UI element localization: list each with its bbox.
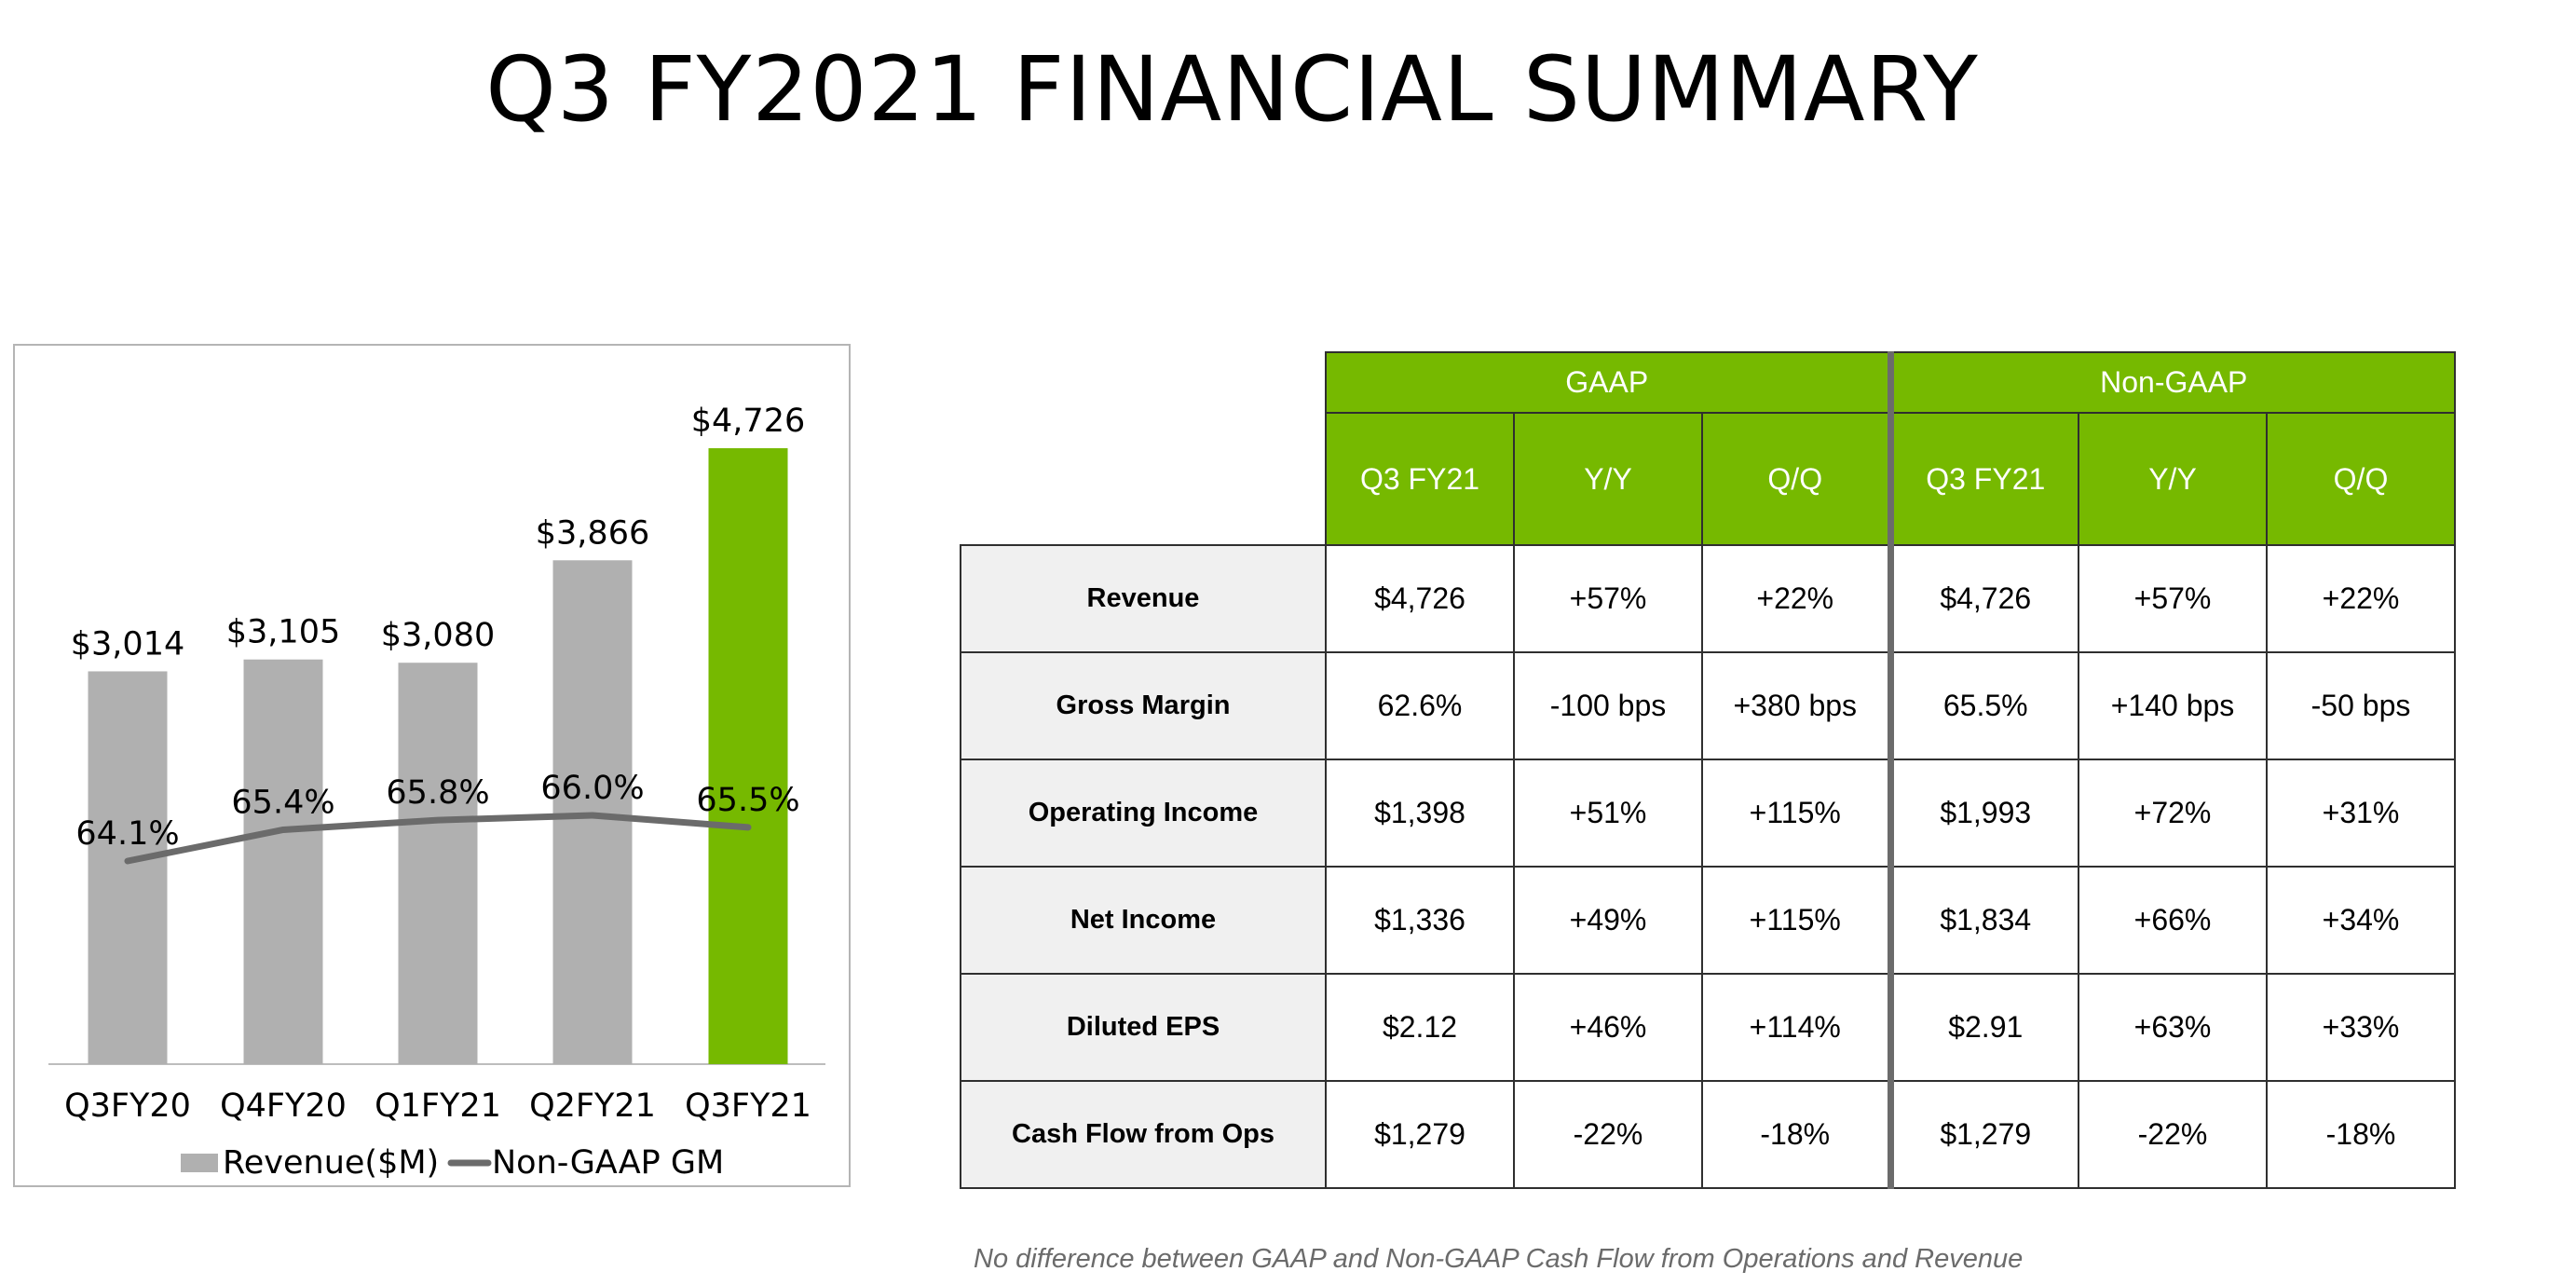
table-row: Gross Margin 62.6% -100 bps +380 bps 65.… <box>960 651 2456 760</box>
table-cell: +66% <box>2078 866 2268 975</box>
table-cell: +22% <box>2266 544 2456 653</box>
table-cell: +380 bps <box>1701 651 1891 760</box>
bar-value-label: $3,080 <box>381 617 495 654</box>
gm-value-label: 65.4% <box>231 784 334 821</box>
table-cell: $1,279 <box>1325 1080 1515 1189</box>
subheader-nongaap-yy: Y/Y <box>2078 412 2268 546</box>
table-cell: 65.5% <box>1887 651 2079 760</box>
table-cell: -22% <box>2078 1080 2268 1189</box>
table-row: Operating Income $1,398 +51% +115% $1,99… <box>960 759 2456 868</box>
x-tick-label: Q3FY20 <box>64 1087 191 1125</box>
table-cell: $1,398 <box>1325 759 1515 868</box>
table-row: Net Income $1,336 +49% +115% $1,834 +66%… <box>960 866 2456 975</box>
bar-value-label: $3,866 <box>536 514 649 552</box>
row-label: Cash Flow from Ops <box>960 1080 1327 1189</box>
gm-value-label: 66.0% <box>540 770 644 807</box>
table-cell: $1,336 <box>1325 866 1515 975</box>
table-cell: $1,279 <box>1887 1080 2079 1189</box>
row-label: Diluted EPS <box>960 973 1327 1082</box>
table-cell: -18% <box>1701 1080 1891 1189</box>
x-tick-label: Q2FY21 <box>529 1087 656 1125</box>
table-cell: +72% <box>2078 759 2268 868</box>
page-title: Q3 FY2021 FINANCIAL SUMMARY <box>485 37 1979 142</box>
bar-value-label: $3,014 <box>71 625 184 663</box>
table-cell: +115% <box>1701 759 1891 868</box>
revenue-bar <box>708 448 788 1064</box>
subheader-nongaap-q3: Q3 FY21 <box>1887 412 2079 546</box>
table-cell: -18% <box>2266 1080 2456 1189</box>
gm-value-label: 64.1% <box>75 815 179 853</box>
table-cell: +140 bps <box>2078 651 2268 760</box>
subheader-nongaap-qq: Q/Q <box>2266 412 2456 546</box>
table-cell: -100 bps <box>1513 651 1703 760</box>
table-cell: +33% <box>2266 973 2456 1082</box>
table-row: Diluted EPS $2.12 +46% +114% $2.91 +63% … <box>960 973 2456 1082</box>
chart-svg: $3,014 Q3FY20 $3,105 Q4FY20 $3,080 Q1FY21 $3,8… <box>48 403 825 1182</box>
table-cell: +49% <box>1513 866 1703 975</box>
table-cell: +114% <box>1701 973 1891 1082</box>
table-cell: -50 bps <box>2266 651 2456 760</box>
legend-label-revenue: Revenue($M) <box>223 1144 439 1182</box>
table-corner-2 <box>961 413 1326 545</box>
legend-swatch-revenue <box>181 1154 218 1172</box>
bar-value-label: $3,105 <box>226 614 340 651</box>
table-cell: +57% <box>2078 544 2268 653</box>
table-row: Cash Flow from Ops $1,279 -22% -18% $1,2… <box>960 1080 2456 1189</box>
revenue-chart: $3,014 Q3FY20 $3,105 Q4FY20 $3,080 Q1FY21 $3,8… <box>13 344 851 1187</box>
table-cell: $1,834 <box>1887 866 2079 975</box>
gm-line <box>124 812 752 865</box>
table-row: Revenue $4,726 +57% +22% $4,726 +57% +22… <box>960 544 2456 653</box>
table-cell: $4,726 <box>1325 544 1515 653</box>
gm-value-label: 65.5% <box>696 782 799 819</box>
table-cell: +115% <box>1701 866 1891 975</box>
table-cell: +57% <box>1513 544 1703 653</box>
financial-table: GAAP Non-GAAP Q3 FY21 Y/Y Q/Q Q3 FY21 Y/… <box>960 351 2456 1189</box>
table-cell: +34% <box>2266 866 2456 975</box>
table-cell: +46% <box>1513 973 1703 1082</box>
gm-value-label: 65.8% <box>386 774 489 812</box>
row-label: Gross Margin <box>960 651 1327 760</box>
x-tick-label: Q3FY21 <box>685 1087 811 1125</box>
bar-value-label: $4,726 <box>691 403 805 440</box>
group-header-non-gaap: Non-GAAP <box>1887 351 2456 414</box>
subheader-gaap-q3: Q3 FY21 <box>1325 412 1515 546</box>
footnote: No difference between GAAP and Non-GAAP … <box>974 1244 2024 1274</box>
row-label: Net Income <box>960 866 1327 975</box>
subheader-gaap-yy: Y/Y <box>1513 412 1703 546</box>
table-cell: $2.91 <box>1887 973 2079 1082</box>
revenue-bar <box>243 659 323 1064</box>
row-label: Operating Income <box>960 759 1327 868</box>
table-cell: $2.12 <box>1325 973 1515 1082</box>
row-label: Revenue <box>960 544 1327 653</box>
table-cell: -22% <box>1513 1080 1703 1189</box>
revenue-bar <box>398 663 478 1064</box>
table-cell: +63% <box>2078 973 2268 1082</box>
x-tick-label: Q4FY20 <box>220 1087 347 1125</box>
table-cell: $1,993 <box>1887 759 2079 868</box>
group-header-gaap: GAAP <box>1325 351 1891 414</box>
table-corner <box>961 352 1326 413</box>
table-cell: +51% <box>1513 759 1703 868</box>
x-tick-label: Q1FY21 <box>375 1087 501 1125</box>
revenue-bar <box>88 671 168 1064</box>
table-cell: $4,726 <box>1887 544 2079 653</box>
table-cell: +31% <box>2266 759 2456 868</box>
table-cell: +22% <box>1701 544 1891 653</box>
legend-label-gm: Non-GAAP GM <box>492 1144 724 1182</box>
subheader-gaap-qq: Q/Q <box>1701 412 1891 546</box>
table-cell: 62.6% <box>1325 651 1515 760</box>
